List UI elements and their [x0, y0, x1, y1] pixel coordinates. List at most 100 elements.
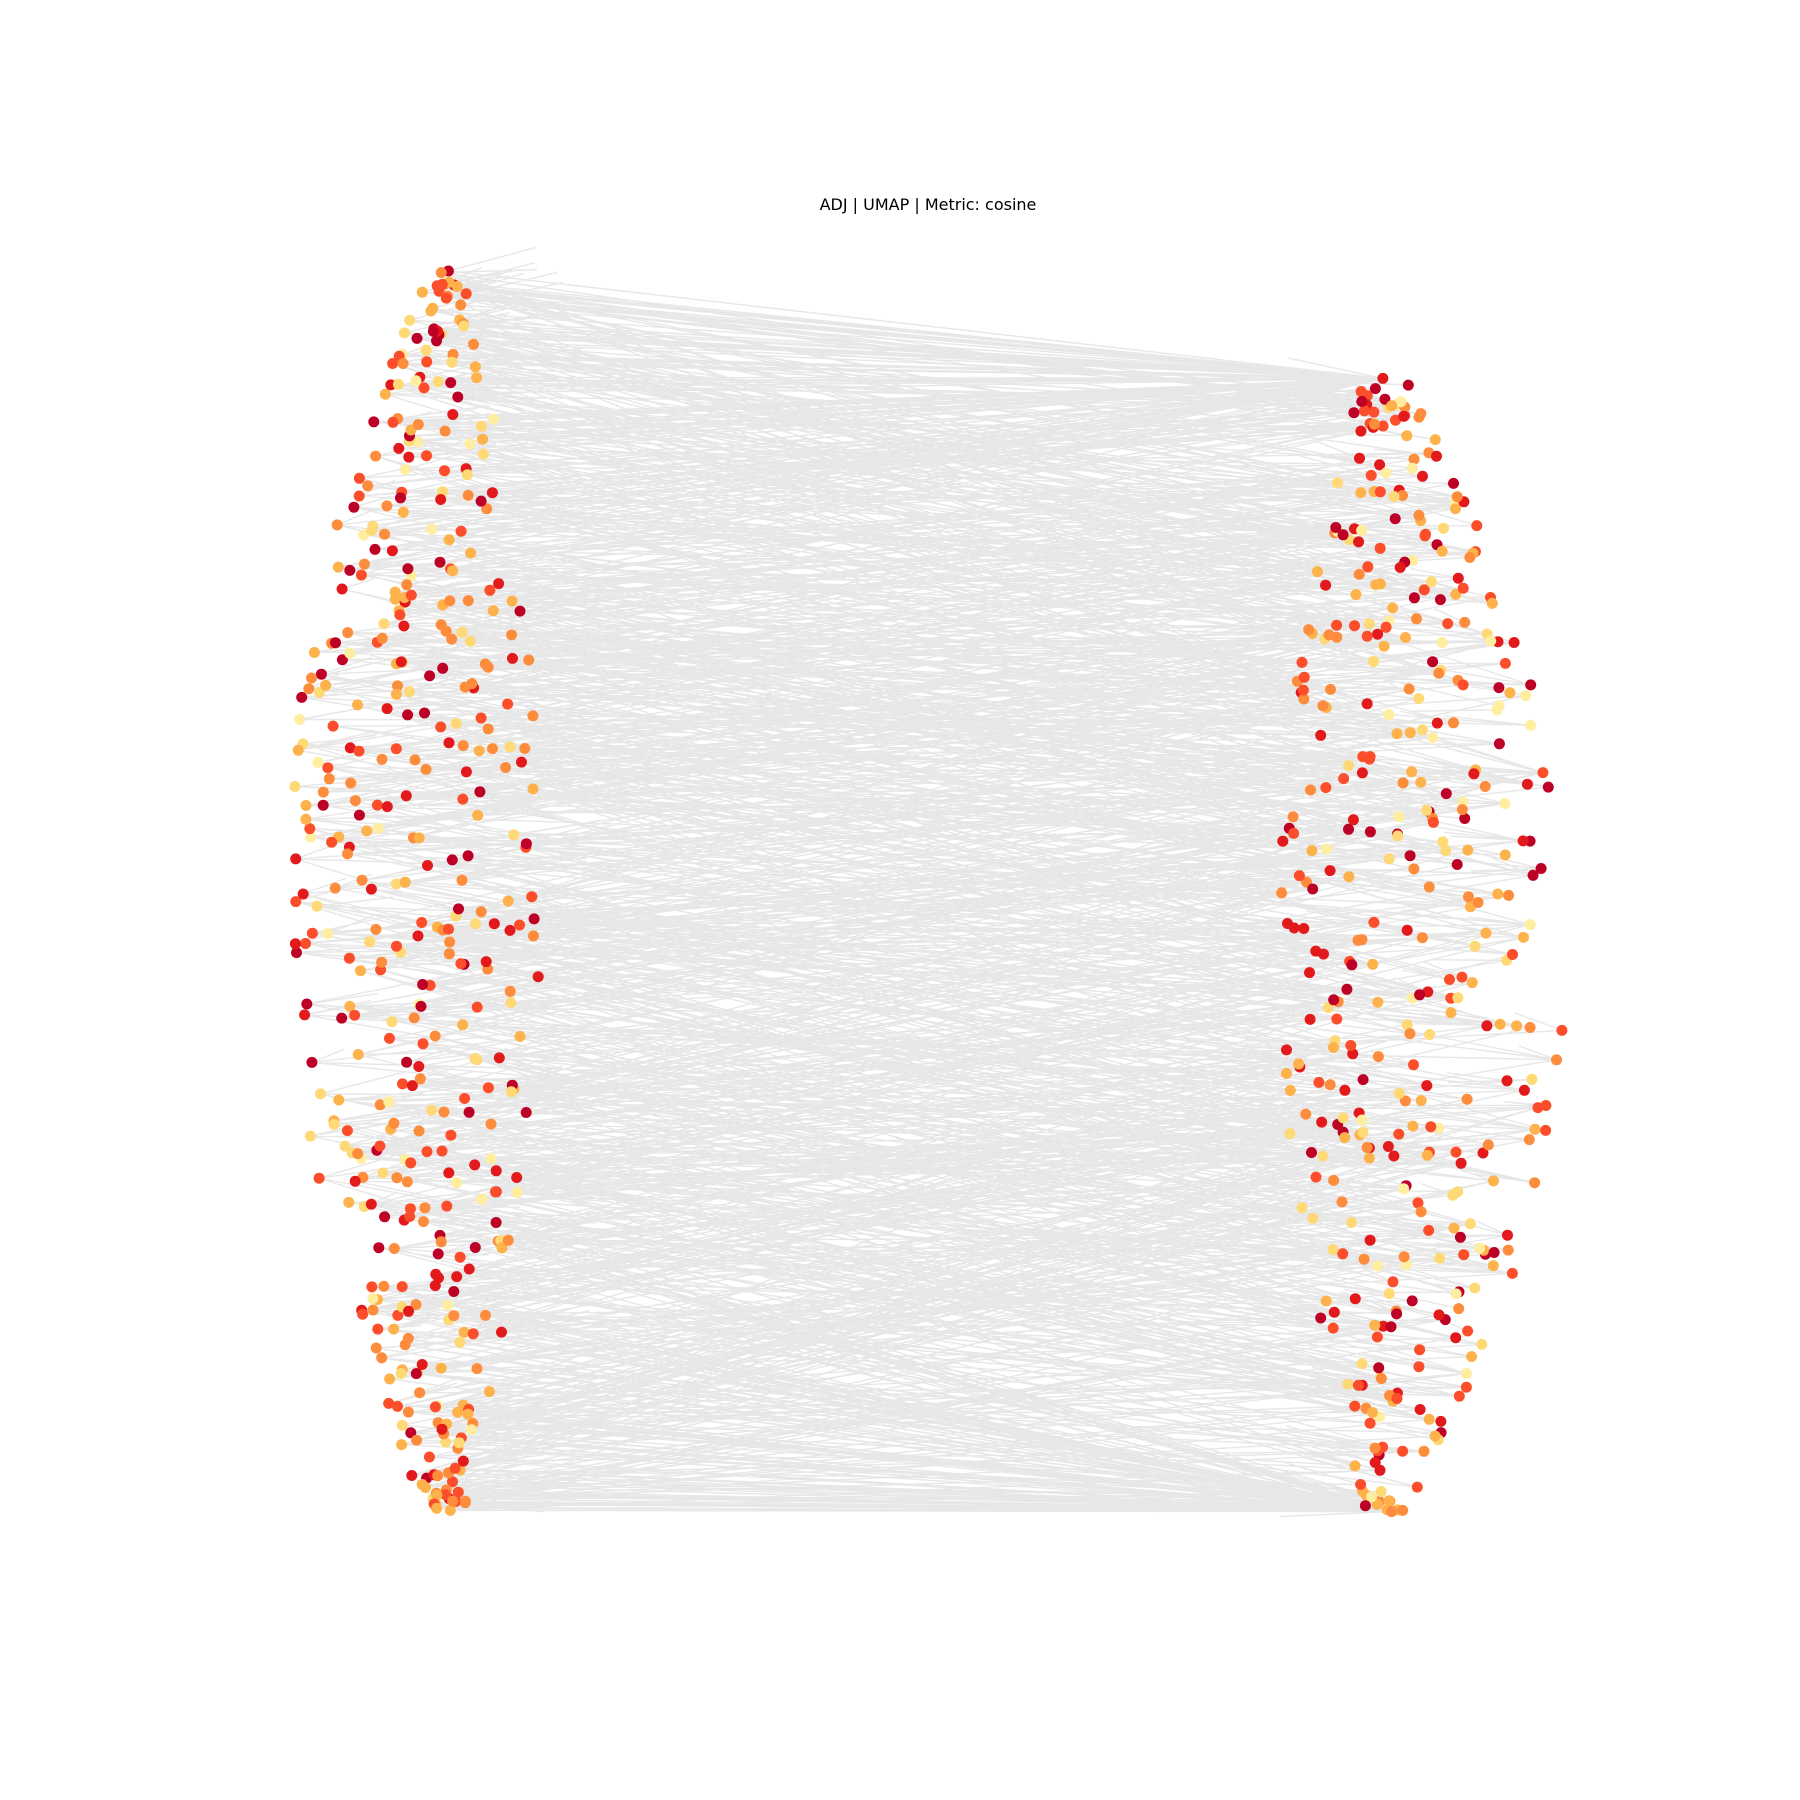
- left-node-point: [377, 1167, 389, 1179]
- right-node-point: [1466, 1351, 1478, 1363]
- left-node-point: [484, 584, 496, 596]
- left-node-point: [343, 1196, 355, 1208]
- left-node-point: [341, 1125, 353, 1137]
- left-node-point: [370, 450, 382, 462]
- right-node-point: [1315, 1312, 1327, 1324]
- right-node-point: [1464, 552, 1476, 563]
- left-node-point: [290, 896, 302, 908]
- right-node-point: [1327, 1244, 1339, 1256]
- left-node-point: [459, 681, 471, 693]
- right-node-point: [1413, 693, 1425, 704]
- right-node-point: [1320, 579, 1332, 591]
- left-node-point: [471, 372, 483, 384]
- right-node-point: [1414, 1404, 1426, 1415]
- right-node-point: [1372, 1051, 1384, 1063]
- right-node-point: [1364, 1234, 1376, 1246]
- right-node-point: [1433, 667, 1445, 679]
- right-node-point: [1425, 1121, 1437, 1133]
- left-node-point: [440, 1436, 452, 1448]
- left-node-point: [500, 762, 512, 773]
- right-node-point: [1372, 1260, 1384, 1272]
- left-node-point: [426, 523, 438, 535]
- left-node-point: [352, 1148, 364, 1160]
- right-node-point: [1355, 425, 1367, 437]
- left-node-point: [507, 652, 518, 664]
- right-node-point: [1355, 386, 1367, 397]
- left-node-point: [416, 1359, 428, 1370]
- right-node-point: [1436, 545, 1448, 557]
- right-node-point: [1415, 776, 1427, 788]
- right-node-point: [1306, 845, 1318, 857]
- right-node-point: [1310, 1171, 1322, 1183]
- right-node-point: [1331, 619, 1343, 631]
- right-node-point: [1482, 1139, 1494, 1151]
- left-node-point: [443, 534, 455, 546]
- left-node-point: [425, 305, 437, 317]
- right-node-point: [1355, 487, 1367, 499]
- right-node-point: [1307, 883, 1319, 895]
- right-node-point: [1297, 684, 1309, 696]
- left-node-point: [406, 1470, 418, 1481]
- left-node-point: [435, 494, 447, 505]
- right-node-point: [1371, 1331, 1383, 1343]
- left-node-point: [433, 1272, 444, 1284]
- left-node-point: [432, 1248, 444, 1260]
- right-node-point: [1450, 1288, 1462, 1300]
- left-node-point: [434, 556, 446, 568]
- left-node-point: [413, 1061, 425, 1072]
- right-node-point: [1386, 1506, 1398, 1518]
- right-node-point: [1524, 1022, 1536, 1033]
- right-node-point: [1460, 1381, 1472, 1393]
- right-node-point: [1416, 932, 1428, 944]
- right-node-point: [1387, 1276, 1399, 1288]
- left-node-point: [300, 800, 312, 811]
- left-node-point: [421, 356, 433, 368]
- left-node-point: [436, 1423, 448, 1435]
- right-node-point: [1466, 977, 1478, 989]
- left-node-point: [388, 1323, 400, 1335]
- left-node-point: [308, 647, 320, 658]
- right-node-point: [1341, 983, 1353, 995]
- right-node-point: [1368, 916, 1380, 928]
- right-node-point: [1298, 671, 1310, 683]
- left-node-point: [376, 632, 388, 644]
- left-node-point: [464, 438, 476, 450]
- right-node-point: [1339, 1132, 1351, 1144]
- left-node-point: [327, 720, 339, 732]
- left-node-point: [422, 860, 433, 871]
- left-node-point: [435, 1236, 447, 1248]
- left-node-point: [336, 583, 348, 595]
- left-node-point: [456, 874, 468, 886]
- left-node-point: [362, 480, 374, 492]
- right-node-point: [1408, 592, 1420, 604]
- right-node-point: [1331, 631, 1343, 643]
- right-node-point: [1349, 620, 1360, 632]
- right-node-point: [1418, 1445, 1430, 1457]
- right-node-point: [1427, 656, 1439, 668]
- right-node-point: [1517, 835, 1529, 847]
- left-node-point: [402, 563, 414, 575]
- left-node-point: [417, 979, 429, 990]
- left-node-point: [303, 683, 315, 695]
- right-node-point: [1374, 486, 1386, 498]
- left-node-point: [328, 1119, 340, 1130]
- left-node-point: [331, 519, 343, 531]
- right-node-point: [1408, 1059, 1419, 1071]
- right-node-point: [1431, 450, 1442, 462]
- right-node-point: [1353, 536, 1365, 548]
- left-node-point: [463, 1106, 475, 1118]
- left-node-point: [532, 971, 544, 983]
- left-node-point: [353, 809, 365, 821]
- right-node-point: [1379, 393, 1391, 405]
- left-node-point: [411, 332, 423, 344]
- left-node-point: [390, 878, 402, 890]
- right-node-point: [1535, 863, 1547, 874]
- left-node-point: [349, 795, 361, 807]
- right-node-point: [1368, 656, 1379, 667]
- right-node-point: [1427, 816, 1439, 828]
- right-node-point: [1356, 396, 1368, 407]
- left-node-point: [387, 416, 399, 428]
- right-node-point: [1317, 700, 1329, 712]
- right-node-point: [1391, 1308, 1403, 1320]
- right-node-point: [1526, 1073, 1538, 1085]
